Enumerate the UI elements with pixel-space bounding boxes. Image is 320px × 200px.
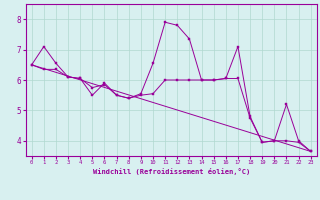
- X-axis label: Windchill (Refroidissement éolien,°C): Windchill (Refroidissement éolien,°C): [92, 168, 250, 175]
